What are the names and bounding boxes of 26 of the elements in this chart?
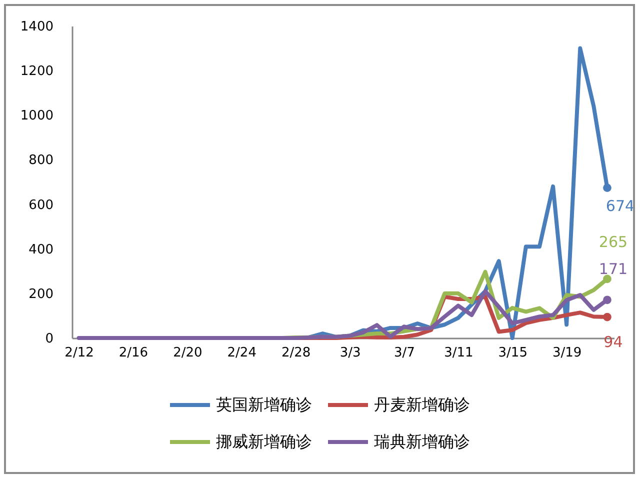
x-tick-label: 3/19 (552, 346, 582, 360)
x-tick-label: 2/16 (118, 346, 148, 360)
data-label: 674 (606, 196, 635, 215)
data-label: 171 (598, 260, 628, 278)
legend-label: 英国新增确诊 (216, 395, 312, 414)
x-tick-label: 3/11 (444, 346, 474, 360)
x-tick-label: 2/28 (281, 346, 311, 360)
x-tick-label: 2/24 (227, 346, 256, 360)
x-tick-label: 2/20 (173, 346, 202, 360)
legend-label: 瑞典新增确诊 (374, 432, 470, 451)
legend-label: 挪威新增确诊 (216, 432, 312, 451)
legend-label: 丹麦新增确诊 (374, 395, 470, 414)
data-label: 94 (604, 333, 623, 352)
data-label: 265 (598, 232, 628, 251)
y-tick-label: 400 (28, 242, 54, 258)
x-tick-label: 3/3 (340, 346, 361, 360)
y-tick-label: 1200 (20, 64, 54, 80)
y-tick-label: 1400 (20, 20, 54, 34)
y-tick-label: 200 (28, 286, 54, 302)
x-tick-label: 3/7 (394, 346, 415, 360)
x-tick-label: 3/15 (498, 346, 528, 360)
y-tick-label: 600 (28, 198, 54, 213)
y-tick-label: 0 (45, 332, 54, 346)
x-tick-label: 2/12 (64, 346, 94, 360)
y-tick-label: 800 (28, 153, 54, 168)
y-tick-label: 1000 (20, 108, 54, 124)
